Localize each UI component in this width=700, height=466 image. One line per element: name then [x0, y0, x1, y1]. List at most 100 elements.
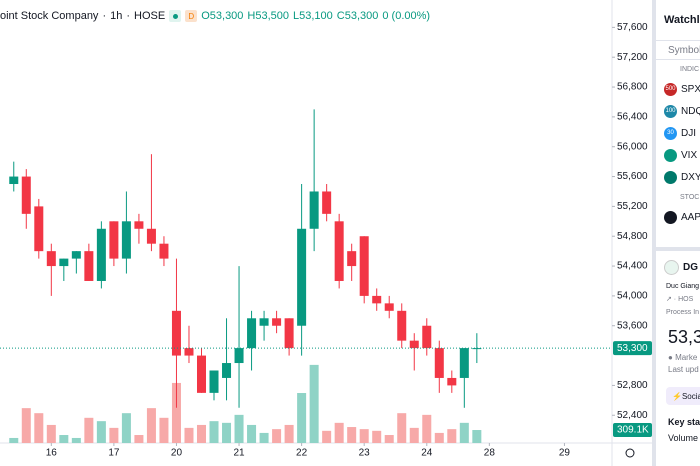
volume-bar: [134, 435, 144, 443]
candle-body: [447, 377, 457, 386]
candle-body: [322, 191, 332, 214]
candle-body: [422, 325, 432, 349]
volume-bar: [59, 435, 69, 443]
y-tick-label: 52,400: [617, 410, 648, 421]
candle-body: [334, 221, 344, 281]
y-tick-label: 56,000: [617, 141, 648, 152]
volume-bar: [184, 427, 194, 443]
candle-body: [84, 251, 94, 281]
ohlc: L53,100: [293, 10, 333, 22]
symbol: VIX: [681, 149, 698, 161]
volume-bar: [397, 413, 407, 443]
y-tick-label: 54,800: [617, 231, 648, 242]
interval[interactable]: 1h: [110, 10, 123, 22]
settings-icon[interactable]: [625, 448, 635, 458]
candle-body: [372, 295, 382, 304]
y-tick-label: 55,200: [617, 201, 648, 212]
volume-bar: [334, 422, 344, 443]
last-price-box: [613, 341, 652, 356]
candle-body: [46, 251, 56, 267]
chart: 57,600 57,200 56,800 56,400 56,000 55,600 55,2…: [0, 0, 652, 466]
watchlist-row[interactable]: 30 DJI: [656, 122, 700, 144]
volume-bar: [222, 422, 232, 443]
volume-label: Volume: [668, 433, 699, 443]
volume-bar: [322, 430, 332, 443]
candle-body: [34, 206, 44, 252]
volume-bar: [472, 430, 482, 443]
symbol: AAPL: [681, 211, 700, 223]
y-tick-label: 56,400: [617, 112, 648, 123]
candle-body: [222, 363, 232, 378]
ticker: DG: [683, 261, 698, 273]
change: 0 (0.00%): [382, 10, 431, 22]
candle-body: [347, 251, 357, 267]
x-tick-label: 17: [108, 448, 120, 459]
volume-bar: [209, 421, 219, 443]
watchlist-row[interactable]: 100 NDQ: [656, 100, 700, 122]
volume-bar: [9, 437, 19, 443]
volume-bar: [259, 432, 269, 443]
exchange: HOS: [678, 296, 694, 303]
y-tick-label: 54,000: [617, 291, 648, 302]
volume-bar: [71, 437, 81, 443]
candle-body: [259, 318, 269, 326]
y-tick-label: 53,600: [617, 320, 648, 331]
watchlist-row[interactable]: VIX: [656, 144, 700, 166]
x-tick-label: 28: [484, 448, 496, 459]
x-tick-label: 16: [46, 448, 58, 459]
last-volume-label: 309.1K: [617, 425, 649, 436]
candle-body: [59, 258, 69, 267]
column-header: Symbol: [656, 40, 700, 60]
candle-body: [472, 348, 482, 350]
candle-body: [159, 243, 169, 259]
candle-body: [297, 228, 307, 326]
symbol-icon: 500: [664, 82, 677, 96]
candle-body: [184, 348, 194, 356]
group-title: STOC: [680, 193, 700, 201]
x-tick-label: 23: [359, 448, 371, 459]
symbol: oint Stock Company: [0, 10, 99, 22]
exchange: HOSE: [134, 10, 166, 22]
symbol: SPX: [681, 83, 700, 95]
x-tick-label: 24: [421, 448, 433, 459]
badge: D: [185, 10, 198, 22]
details: DG Duc Giang ↗ · HOS Process In 53,3 ● M…: [656, 247, 700, 447]
y-tick-label: 55,600: [617, 171, 648, 182]
watchlist-row[interactable]: 500 SPX: [656, 78, 700, 100]
symbol-icon: [664, 170, 677, 184]
volume-bar: [247, 424, 257, 443]
volume-bar: [309, 364, 319, 443]
status-dot: [169, 10, 182, 22]
symbol: DJI: [681, 127, 696, 139]
ohlc: H53,500: [247, 10, 290, 22]
x-tick-label: 29: [559, 448, 571, 459]
volume-bar: [34, 413, 44, 443]
social[interactable]: Socia: [681, 391, 700, 401]
watchlist-row[interactable]: DXY: [656, 166, 700, 188]
x-tick-label: 21: [233, 448, 245, 459]
y-tick-label: 54,400: [617, 261, 648, 272]
watchlist-row[interactable]: AAPL: [656, 206, 700, 228]
candle-body: [272, 318, 282, 326]
candle-body: [171, 310, 181, 356]
volume-bar: [84, 417, 94, 443]
candle-body: [384, 303, 394, 311]
price: 53,3: [668, 327, 700, 347]
candle-body: [284, 318, 294, 349]
last-volume-box: [613, 423, 652, 438]
volume-bar: [21, 408, 31, 443]
candle-body: [21, 176, 31, 214]
symbol-icon: 30: [664, 126, 677, 140]
candle-body: [309, 191, 319, 229]
y-tick-label: 57,600: [617, 22, 648, 33]
key-stats: Key stats: [668, 417, 700, 427]
watchlist-title[interactable]: Watchlis: [664, 14, 700, 26]
candle-body: [409, 340, 419, 349]
side-panel: Watchlis Symbol INDIC 500 SPX 100 NDQ 30 DJI VI…: [652, 0, 700, 466]
candle-body: [109, 221, 119, 259]
volume-bar: [272, 429, 282, 443]
volume-bar: [422, 414, 432, 443]
symbol-icon: [664, 148, 677, 162]
volume-bar: [159, 417, 169, 443]
